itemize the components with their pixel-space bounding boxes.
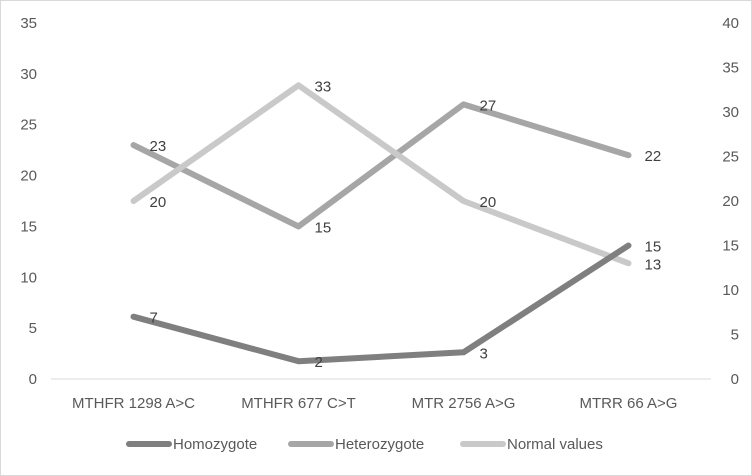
y-left-tick-label: 10 <box>20 269 37 286</box>
legend-label: Homozygote <box>173 436 257 453</box>
x-tick-label: MTRR 66 A>G <box>580 395 678 412</box>
x-tick-label: MTR 2756 A>G <box>412 395 516 412</box>
data-label: 23 <box>150 138 167 155</box>
data-label: 20 <box>150 194 167 211</box>
data-label: 22 <box>645 148 662 165</box>
data-label: 20 <box>480 194 497 211</box>
y-left-tick-label: 0 <box>29 371 37 388</box>
series-line-heterozygote <box>130 101 632 230</box>
y-right-tick-label: 25 <box>722 149 739 166</box>
y-right-tick-label: 35 <box>722 60 739 77</box>
y-right-tick-label: 20 <box>722 193 739 210</box>
data-label: 33 <box>315 78 332 95</box>
data-label: 27 <box>480 97 497 114</box>
y-left-tick-label: 35 <box>20 15 37 32</box>
series-line-homozygote <box>130 242 632 365</box>
y-right-tick-label: 5 <box>731 327 739 344</box>
y-right-tick-label: 30 <box>722 104 739 121</box>
data-label: 13 <box>645 256 662 273</box>
legend-label: Normal values <box>507 436 603 453</box>
y-right-tick-label: 0 <box>731 371 739 388</box>
y-left-tick-label: 25 <box>20 117 37 134</box>
x-tick-label: MTHFR 1298 A>C <box>72 395 195 412</box>
y-left-tick-label: 20 <box>20 168 37 185</box>
y-right-tick-label: 10 <box>722 282 739 299</box>
data-label: 3 <box>480 345 488 362</box>
y-left-tick-label: 5 <box>29 320 37 337</box>
series-line-normal-values <box>130 82 632 267</box>
x-tick-label: MTHFR 677 C>T <box>241 395 356 412</box>
data-label: 7 <box>150 310 158 327</box>
y-right-tick-label: 40 <box>722 15 739 32</box>
data-label: 15 <box>315 219 332 236</box>
y-left-tick-label: 30 <box>20 66 37 83</box>
data-label: 2 <box>315 354 323 371</box>
y-left-tick-label: 15 <box>20 218 37 235</box>
legend-label: Heterozygote <box>335 436 424 453</box>
data-label: 15 <box>645 239 662 256</box>
y-right-tick-label: 15 <box>722 238 739 255</box>
